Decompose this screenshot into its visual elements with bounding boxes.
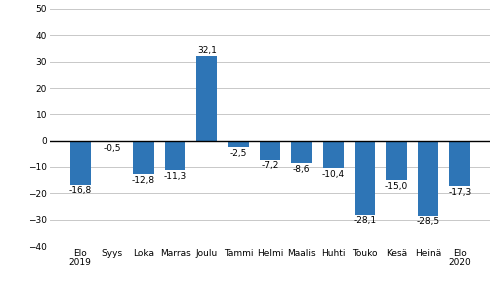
Text: 32,1: 32,1 [197, 46, 216, 55]
Text: -16,8: -16,8 [68, 187, 92, 196]
Bar [292, 141, 312, 163]
Bar [165, 141, 186, 170]
Text: -8,6: -8,6 [293, 165, 310, 174]
Text: -12,8: -12,8 [132, 176, 155, 185]
Text: -0,5: -0,5 [103, 144, 120, 153]
Text: -28,5: -28,5 [416, 217, 440, 226]
Text: -28,1: -28,1 [354, 216, 376, 225]
Bar [228, 141, 248, 147]
Bar [70, 141, 90, 185]
Bar [102, 141, 122, 142]
Bar [196, 56, 217, 141]
Text: -7,2: -7,2 [262, 161, 278, 170]
Bar [260, 141, 280, 160]
Text: -10,4: -10,4 [322, 169, 345, 178]
Text: -15,0: -15,0 [385, 182, 408, 191]
Text: -17,3: -17,3 [448, 188, 471, 197]
Bar [386, 141, 407, 180]
Bar [133, 141, 154, 174]
Bar [354, 141, 375, 215]
Bar [418, 141, 438, 216]
Bar [323, 141, 344, 168]
Text: -2,5: -2,5 [230, 149, 247, 158]
Bar [450, 141, 470, 186]
Text: -11,3: -11,3 [164, 172, 187, 181]
